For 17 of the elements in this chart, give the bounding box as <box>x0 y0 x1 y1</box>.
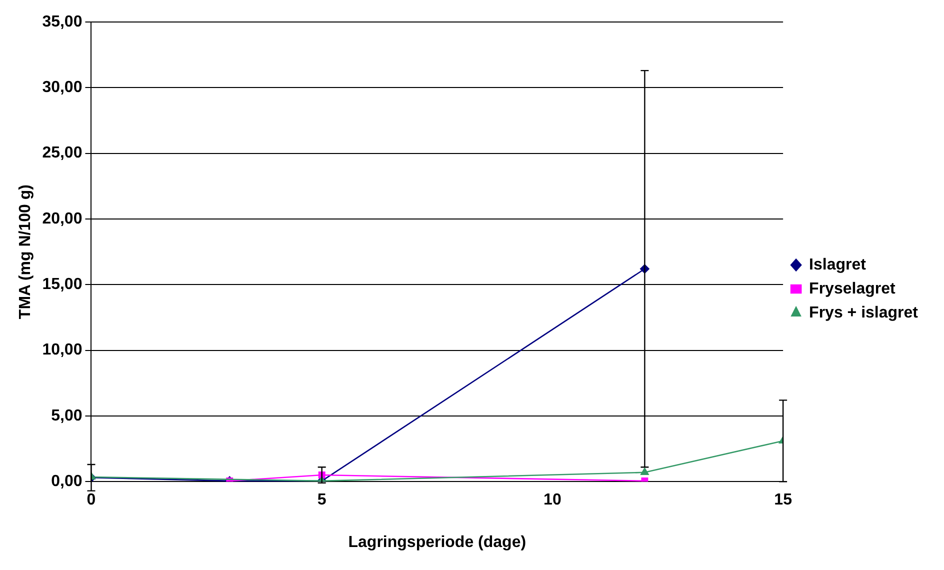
y-tick-label: 10,00 <box>42 342 82 359</box>
y-tick-label: 15,00 <box>42 276 82 294</box>
x-tick-label: 5 <box>317 492 326 509</box>
x-tick-label: 15 <box>774 492 792 509</box>
x-axis-title: Lagringsperiode (dage) <box>348 534 526 551</box>
legend-label: Fryselagret <box>809 280 896 298</box>
x-tick-label: 0 <box>86 492 96 509</box>
y-axis-title: TMA (mg N/100 g) <box>17 184 34 320</box>
x-tick-label: 10 <box>544 492 562 509</box>
y-tick-label: 35,00 <box>42 13 82 30</box>
legend-label: Frys + islagret <box>809 304 919 322</box>
y-tick-label: 0,00 <box>51 473 82 490</box>
y-tick-label: 25,00 <box>42 144 82 162</box>
legend-label: Islagret <box>809 256 867 274</box>
y-tick-label: 20,00 <box>42 210 82 228</box>
y-tick-label: 30,00 <box>42 79 82 96</box>
y-tick-label: 5,00 <box>51 407 82 424</box>
